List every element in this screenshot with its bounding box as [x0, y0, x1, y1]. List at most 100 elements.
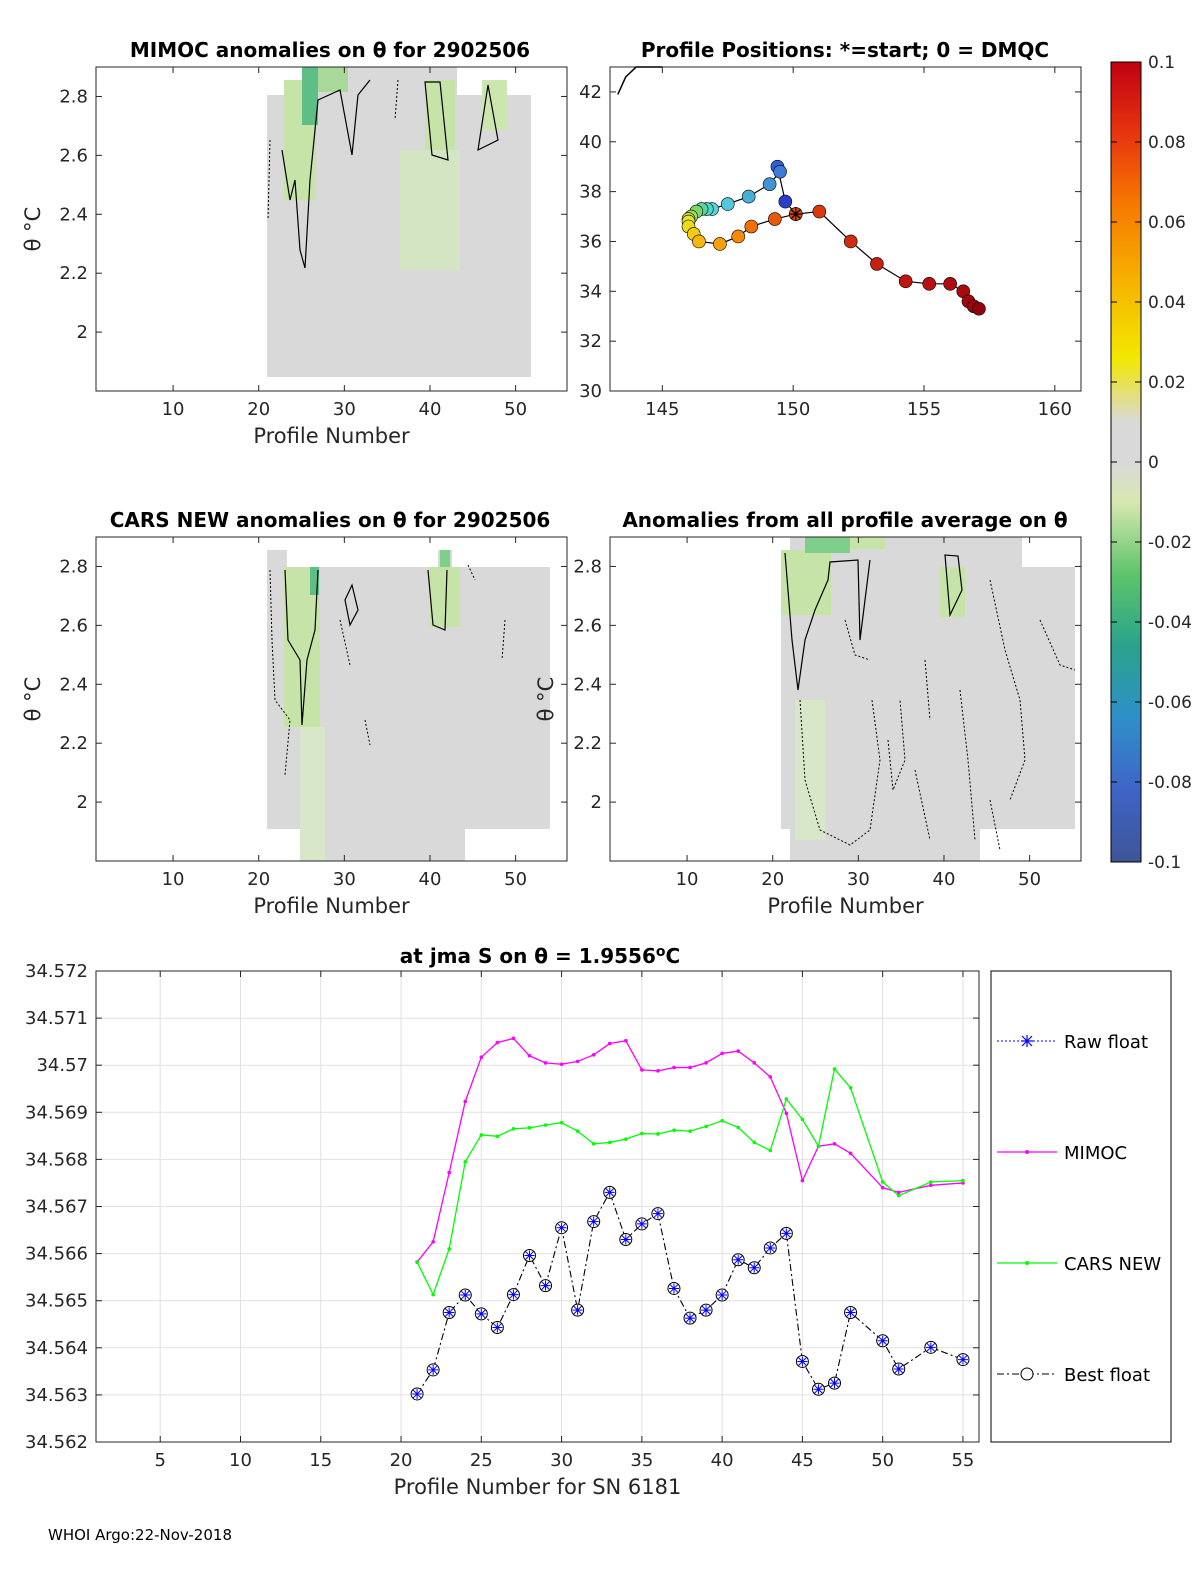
profile-position-marker	[773, 164, 787, 179]
x-tick-label: 55	[951, 1450, 974, 1471]
mimoc-marker	[495, 1040, 500, 1045]
y-tick-label: 32	[579, 331, 602, 352]
cars-line	[416, 1067, 963, 1297]
average-panel-title: Anomalies from all profile average on θ	[622, 508, 1067, 532]
profile-position-marker	[713, 237, 727, 251]
cars-marker	[672, 1128, 676, 1132]
colorbar: 0.1 0.08 0.06 0.04 0.02 0 -0.02 -0.04 -0.06 -0.08…	[1110, 53, 1192, 873]
colorbar-tick-label: -0.06	[1148, 693, 1192, 713]
cars-marker	[415, 1260, 419, 1264]
y-tick-label: 38	[579, 182, 602, 203]
cars-marker	[704, 1124, 708, 1129]
raw-float-marker	[636, 1218, 647, 1229]
cars-marker	[961, 1178, 965, 1183]
salinity-axes: 5 10 15 20 25 30 35 40 45 50 55 34.562 34.563 34.564 3…	[25, 961, 980, 1499]
profile-position-marker	[744, 219, 759, 234]
cars-marker	[720, 1118, 724, 1123]
y-tick-label: 2.4	[573, 674, 602, 695]
anomaly-patch	[400, 150, 460, 270]
x-tick-label: 155	[907, 399, 941, 420]
legend-marker-cars	[1025, 1261, 1029, 1265]
cars-marker	[559, 1120, 564, 1125]
x-axis-label: Profile Number	[767, 894, 924, 918]
cars-marker	[880, 1180, 885, 1184]
x-tick-label: 50	[504, 399, 527, 420]
x-tick-label: 5	[154, 1450, 165, 1471]
anomaly-patch	[300, 727, 325, 861]
mimoc-axes: 10 20 30 40 50 2 2.2 2.4 2.6 2.8 Profile Number θ °…	[21, 66, 568, 448]
raw-float-marker	[492, 1322, 503, 1333]
mimoc-marker	[624, 1038, 628, 1043]
heatmap-fill	[292, 360, 370, 377]
profile-position-marker	[870, 257, 884, 271]
salinity-panel: at jma S on θ = 1.9556oC 5 10 15 20 25 30 35 40…	[25, 944, 1172, 1499]
cars-marker	[816, 1144, 821, 1149]
x-tick-label: 10	[229, 1450, 252, 1471]
raw-float-marker	[444, 1307, 455, 1318]
mimoc-panel-title: MIMOC anomalies on θ for 2902506	[130, 38, 530, 62]
y-tick-label: 34.566	[25, 1244, 88, 1265]
mimoc-marker	[559, 1062, 564, 1067]
title-text: at jma S on θ = 1.9556	[400, 944, 656, 968]
mimoc-marker	[447, 1170, 452, 1175]
positions-panel-title: Profile Positions: *=start; 0 = DMQC	[641, 38, 1049, 62]
raw-float-marker	[572, 1305, 583, 1316]
profile-position-marker	[778, 194, 793, 209]
x-tick-label: 15	[309, 1450, 332, 1471]
mimoc-marker	[607, 1041, 612, 1046]
y-tick-label: 2.6	[59, 145, 88, 166]
anomaly-patch	[310, 567, 319, 595]
y-tick-label: 2	[591, 792, 602, 813]
mimoc-marker	[656, 1069, 660, 1073]
legend-label: Best float	[1064, 1365, 1150, 1386]
contour-line	[284, 569, 319, 726]
y-tick-label: 34.565	[25, 1291, 88, 1312]
cars-marker	[479, 1133, 484, 1137]
y-tick-label: 2.8	[59, 556, 88, 577]
mimoc-marker	[640, 1068, 644, 1072]
cars-marker	[736, 1125, 740, 1130]
y-tick-label: 42	[579, 82, 602, 103]
x-tick-label: 10	[162, 869, 185, 890]
y-tick-label: 34.567	[25, 1197, 88, 1218]
anomaly-patch	[795, 700, 825, 840]
colorbar-tick-label: 0.04	[1148, 293, 1186, 313]
profile-position-marker	[972, 301, 986, 316]
cars-axes: 10 20 30 40 50 2 2.2 2.4 2.6 2.8 Profile Number θ °…	[21, 536, 568, 918]
start-marker	[788, 207, 803, 222]
y-axis-label: θ °C	[21, 677, 45, 722]
heatmap-fill	[267, 550, 287, 567]
cars-marker	[784, 1097, 789, 1101]
average-axes: 10 20 30 40 50 2 2.2 2.4 2.6 2.8 Profile Number θ °…	[534, 536, 1082, 918]
cars-marker	[752, 1140, 757, 1145]
y-tick-label: 2.4	[59, 204, 88, 225]
y-tick-label: 2.2	[59, 263, 88, 284]
legend: Raw float MIMOC CARS NEW Best float	[997, 1032, 1161, 1386]
legend-marker-raw	[1021, 1035, 1033, 1047]
float-track	[617, 66, 986, 316]
raw-float-marker	[428, 1364, 439, 1375]
anomaly-patch	[440, 550, 450, 580]
cars-marker	[848, 1086, 853, 1090]
raw-float-marker	[765, 1242, 776, 1253]
cars-marker	[688, 1129, 692, 1133]
x-tick-label: 50	[871, 1450, 894, 1471]
cars-marker	[929, 1180, 933, 1184]
profile-position-marker	[741, 189, 756, 204]
raw-float-marker	[877, 1335, 888, 1346]
cars-marker	[447, 1247, 452, 1251]
profile-position-marker	[762, 177, 777, 191]
profile-position-marker	[922, 277, 937, 291]
colorbar-tick-label: 0.1	[1148, 53, 1175, 73]
raw-float-marker	[540, 1280, 551, 1291]
profile-position-marker	[843, 234, 858, 249]
profile-position-marker	[943, 277, 957, 291]
cars-marker	[511, 1126, 516, 1131]
y-tick-label: 2.6	[59, 615, 88, 636]
best-float-line	[416, 1191, 964, 1395]
mimoc-marker	[880, 1185, 885, 1190]
positions-panel: Profile Positions: *=start; 0 = DMQC 145…	[579, 38, 1082, 420]
colorbar-tick-label: 0.06	[1148, 213, 1186, 233]
mimoc-marker	[575, 1059, 580, 1064]
